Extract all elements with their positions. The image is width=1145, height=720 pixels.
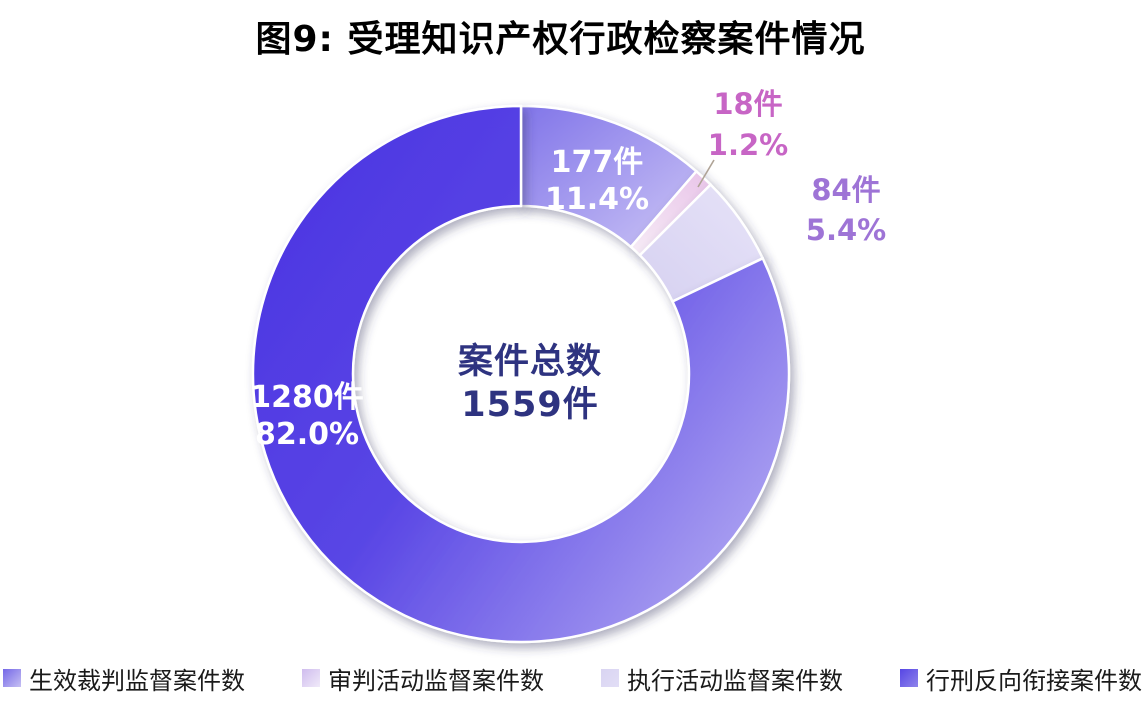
- donut-center-total: 1559件: [461, 385, 599, 425]
- segment-label-1280-cases: 1280件: [250, 380, 364, 415]
- legend-label: 审判活动监督案件数: [328, 666, 544, 695]
- segment-label-1280: 1280件 82.0%: [250, 379, 364, 453]
- chart-title: 图9: 受理知识产权行政检察案件情况: [255, 19, 866, 60]
- segment-label-84-cases: 84件: [811, 173, 881, 207]
- legend-swatch-icon: [3, 669, 21, 687]
- segment-label-177-cases: 177件: [550, 145, 644, 180]
- segment-label-84-pct: 5.4%: [805, 213, 887, 247]
- segment-label-84: 84件 5.4%: [806, 170, 886, 250]
- label-leader-line: [697, 159, 715, 188]
- segment-label-1280-pct: 82.0%: [254, 417, 360, 452]
- donut-center-label: 案件总数 1559件: [458, 341, 602, 427]
- legend-item-trial-activity-supervision: 审判活动监督案件数: [302, 661, 544, 696]
- legend-item-effective-judgment-supervision: 生效裁判监督案件数: [3, 661, 245, 696]
- legend-item-reverse-connection: 行刑反向衔接案件数: [900, 661, 1142, 696]
- donut-segment-3: [251, 104, 791, 644]
- donut-center-title: 案件总数: [457, 342, 603, 382]
- segment-label-18-pct: 1.2%: [707, 128, 789, 162]
- legend-label: 执行活动监督案件数: [627, 666, 843, 695]
- legend-swatch-icon: [302, 669, 320, 687]
- legend-label: 生效裁判监督案件数: [29, 666, 245, 695]
- donut-chart: [251, 104, 791, 644]
- legend-swatch-icon: [900, 669, 918, 687]
- legend-item-enforcement-activity-supervision: 执行活动监督案件数: [601, 661, 843, 696]
- legend-label: 行刑反向衔接案件数: [926, 666, 1142, 695]
- donut-chart-area: 177件 11.4% 18件 1.2% 84件 5.4% 1280件 82.0%…: [250, 84, 886, 644]
- segment-label-18: 18件 1.2%: [708, 84, 788, 166]
- legend-swatch-icon: [601, 669, 619, 687]
- chart-legend: 生效裁判监督案件数 审判活动监督案件数 执行活动监督案件数 行刑反向衔接案件数: [0, 660, 1145, 696]
- segment-label-177-pct: 11.4%: [544, 182, 650, 217]
- segment-label-177: 177件 11.4%: [545, 144, 649, 218]
- segment-label-18-cases: 18件: [713, 87, 783, 121]
